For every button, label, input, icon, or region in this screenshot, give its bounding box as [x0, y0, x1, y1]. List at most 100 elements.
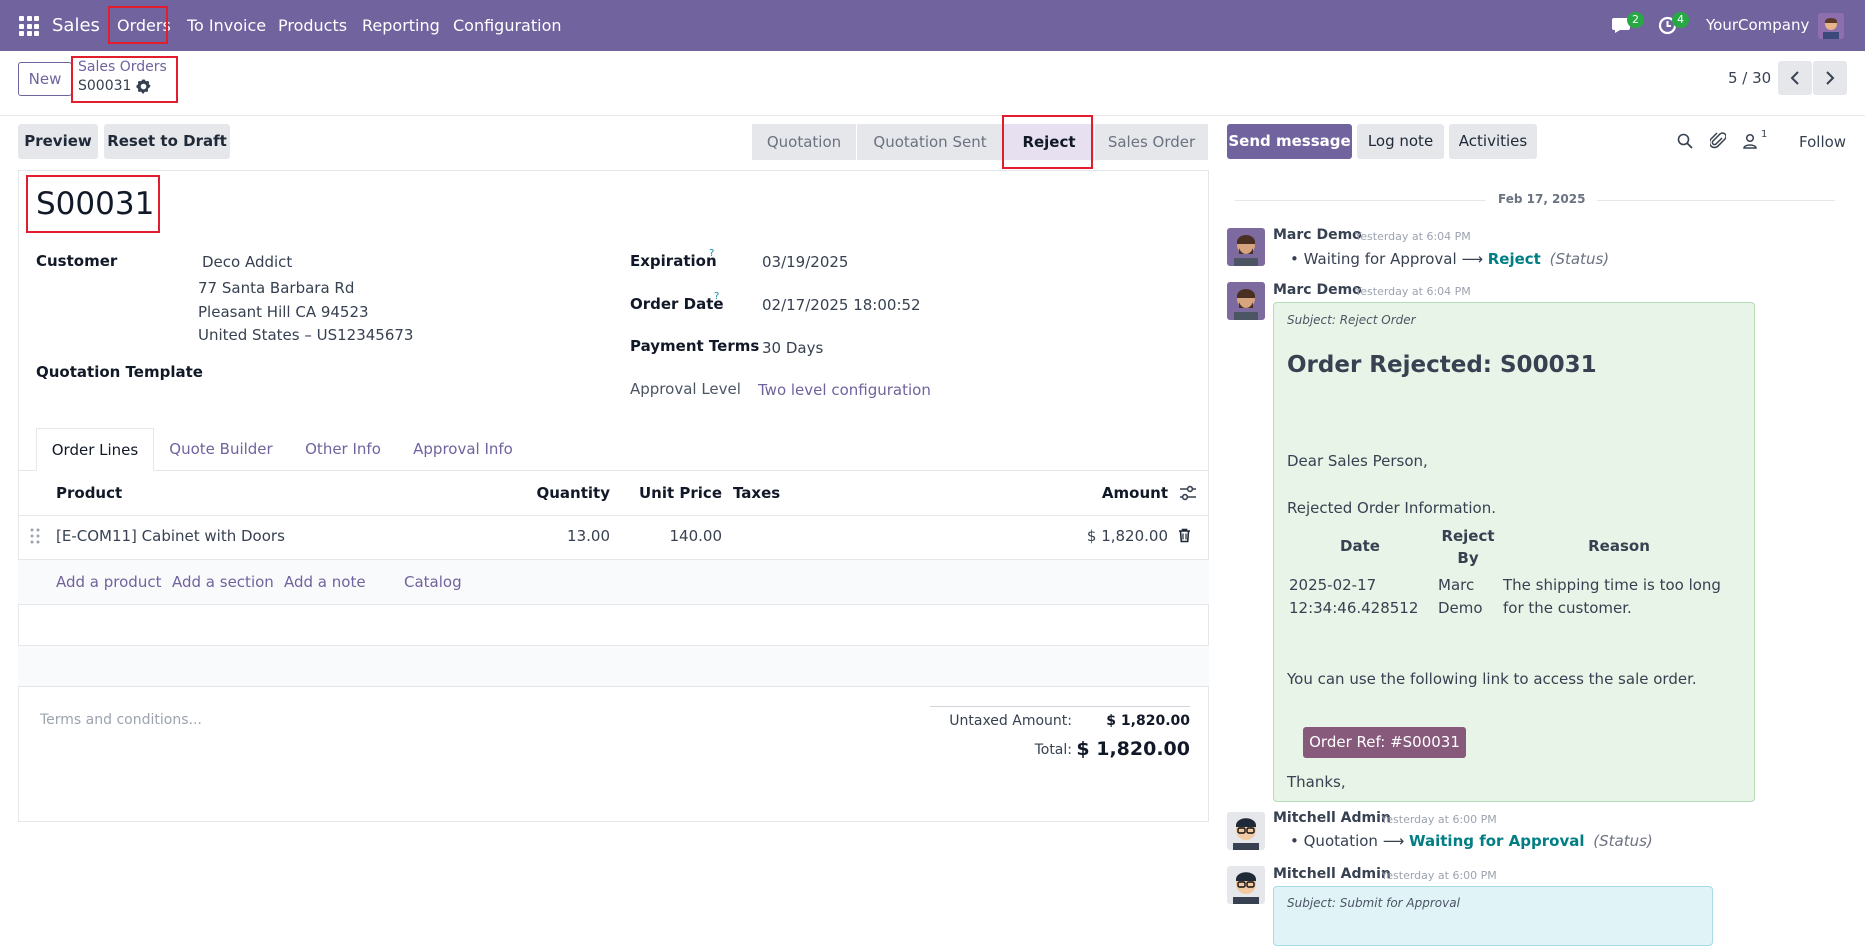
message-author[interactable]: Mitchell Admin: [1273, 866, 1391, 882]
order-date-help-icon[interactable]: ?: [714, 291, 720, 302]
email-col-date: Date: [1340, 537, 1380, 555]
avatar[interactable]: [1227, 282, 1265, 320]
email-col-by: Reject By: [1441, 527, 1495, 567]
customer-address-line2: Pleasant Hill CA 94523: [198, 303, 369, 321]
search-icon[interactable]: [1677, 133, 1693, 153]
total-label: Total:: [1034, 742, 1072, 758]
log-note-button[interactable]: Log note: [1357, 124, 1444, 159]
tracking-line: • Waiting for Approval ⟶ Reject (Status): [1290, 250, 1610, 268]
col-amount[interactable]: Amount: [1101, 484, 1168, 502]
email-row-date: 2025-02-17 12:34:46.428512: [1289, 576, 1419, 617]
tracking-field: (Status): [1549, 250, 1610, 268]
app-name[interactable]: Sales: [52, 15, 100, 36]
tab-approval-info[interactable]: Approval Info: [413, 440, 513, 458]
message-time: Yesterday at 6:00 PM: [1381, 813, 1497, 826]
reset-to-draft-button[interactable]: Reset to Draft: [104, 124, 230, 159]
email-row-by: Marc Demo: [1438, 576, 1483, 617]
tracking-new-value: Reject: [1487, 250, 1541, 268]
col-unit-price[interactable]: Unit Price: [639, 484, 722, 502]
message-author[interactable]: Mitchell Admin: [1273, 810, 1391, 826]
form-sheet: [18, 170, 1209, 822]
expiration-help-icon[interactable]: ?: [709, 248, 715, 259]
approval-level-value[interactable]: Two level configuration: [758, 381, 931, 399]
payment-terms-label: Payment Terms: [630, 337, 760, 355]
add-section-link[interactable]: Add a section: [172, 573, 274, 591]
menu-to-invoice[interactable]: To Invoice: [187, 16, 267, 35]
tab-order-lines[interactable]: Order Lines: [36, 428, 154, 471]
date-separator: Feb 17, 2025: [1486, 192, 1598, 206]
customer-name[interactable]: Deco Addict: [202, 253, 293, 271]
menu-orders[interactable]: Orders: [117, 16, 171, 35]
email-thanks: Thanks,: [1287, 773, 1346, 791]
tab-quote-builder[interactable]: Quote Builder: [169, 440, 273, 458]
email-body: [1273, 886, 1713, 946]
expiration-value[interactable]: 03/19/2025: [762, 253, 849, 271]
gear-icon[interactable]: [136, 79, 151, 98]
email-body: [1273, 302, 1755, 802]
avatar[interactable]: [1227, 812, 1265, 850]
catalog-link[interactable]: Catalog: [404, 573, 462, 591]
user-avatar[interactable]: [1818, 13, 1844, 39]
total-value: $ 1,820.00: [1076, 738, 1190, 760]
totals-divider: [930, 706, 1190, 707]
row-divider: [18, 604, 1209, 605]
avatar[interactable]: [1227, 228, 1265, 266]
menu-reporting[interactable]: Reporting: [362, 16, 440, 35]
order-date-value[interactable]: 02/17/2025 18:00:52: [762, 296, 921, 314]
add-note-link[interactable]: Add a note: [284, 573, 366, 591]
stage-quotation-sent[interactable]: Quotation Sent: [857, 124, 1003, 160]
new-button[interactable]: New: [18, 62, 72, 96]
line-quantity[interactable]: 13.00: [567, 527, 610, 545]
tab-other-info[interactable]: Other Info: [305, 440, 381, 458]
tracking-field: (Status): [1593, 832, 1653, 850]
payment-terms-value[interactable]: 30 Days: [762, 339, 824, 357]
email-row-reason: The shipping time is too long for the cu…: [1503, 576, 1721, 617]
customer-label: Customer: [36, 252, 118, 270]
messages-icon[interactable]: [1611, 16, 1631, 34]
control-panel: New Sales Orders S00031 5 / 30: [0, 51, 1865, 116]
company-switcher[interactable]: YourCompany: [1706, 16, 1810, 34]
approval-level-label: Approval Level: [630, 380, 741, 398]
activities-button[interactable]: Activities: [1449, 124, 1537, 159]
paperclip-icon[interactable]: [1708, 132, 1727, 154]
follow-button[interactable]: Follow: [1799, 133, 1847, 151]
line-product[interactable]: [E-COM11] Cabinet with Doors: [56, 527, 285, 545]
col-product[interactable]: Product: [56, 484, 123, 502]
preview-button[interactable]: Preview: [18, 124, 98, 159]
apps-menu-icon[interactable]: [19, 16, 39, 36]
followers-count: 1: [1761, 129, 1768, 140]
message-time: Yesterday at 6:00 PM: [1381, 869, 1497, 882]
stage-reject[interactable]: Reject: [1004, 124, 1094, 160]
terms-conditions-field[interactable]: Terms and conditions...: [40, 712, 202, 728]
record-title: S00031: [36, 186, 155, 222]
activities-badge: 4: [1672, 12, 1689, 28]
pager-next-button[interactable]: [1813, 61, 1847, 95]
send-message-button[interactable]: Send message: [1227, 124, 1352, 159]
breadcrumb-sales-orders[interactable]: Sales Orders: [78, 59, 167, 75]
col-quantity[interactable]: Quantity: [536, 484, 611, 502]
pager-previous-button[interactable]: [1778, 61, 1812, 95]
order-ref-button[interactable]: Order Ref: #S00031: [1303, 727, 1466, 758]
add-product-link[interactable]: Add a product: [56, 573, 162, 591]
expiration-label: Expiration: [630, 252, 717, 270]
avatar[interactable]: [1227, 866, 1265, 904]
breadcrumb-record: S00031: [78, 78, 132, 94]
pager-value[interactable]: 5 / 30: [1728, 69, 1772, 87]
menu-products[interactable]: Products: [278, 16, 348, 35]
optional-columns-icon[interactable]: [1179, 485, 1197, 505]
delete-line-icon[interactable]: [1178, 528, 1191, 547]
email-subject: Subject: Submit for Approval: [1287, 896, 1460, 910]
stage-sales-order[interactable]: Sales Order: [1095, 124, 1208, 160]
quotation-template-label: Quotation Template: [36, 363, 203, 381]
followers-icon[interactable]: [1743, 133, 1757, 153]
menu-configuration[interactable]: Configuration: [453, 16, 562, 35]
line-unit-price[interactable]: 140.00: [669, 527, 723, 545]
message-author[interactable]: Marc Demo: [1273, 227, 1362, 243]
tracking-old-value: Waiting for Approval: [1303, 250, 1457, 268]
message-time: Yesterday at 6:04 PM: [1355, 285, 1471, 298]
message-author[interactable]: Marc Demo: [1273, 282, 1362, 298]
drag-handle-icon[interactable]: [30, 528, 40, 548]
col-taxes[interactable]: Taxes: [733, 484, 781, 502]
stage-quotation[interactable]: Quotation: [752, 124, 856, 160]
messages-badge: 2: [1627, 12, 1644, 28]
